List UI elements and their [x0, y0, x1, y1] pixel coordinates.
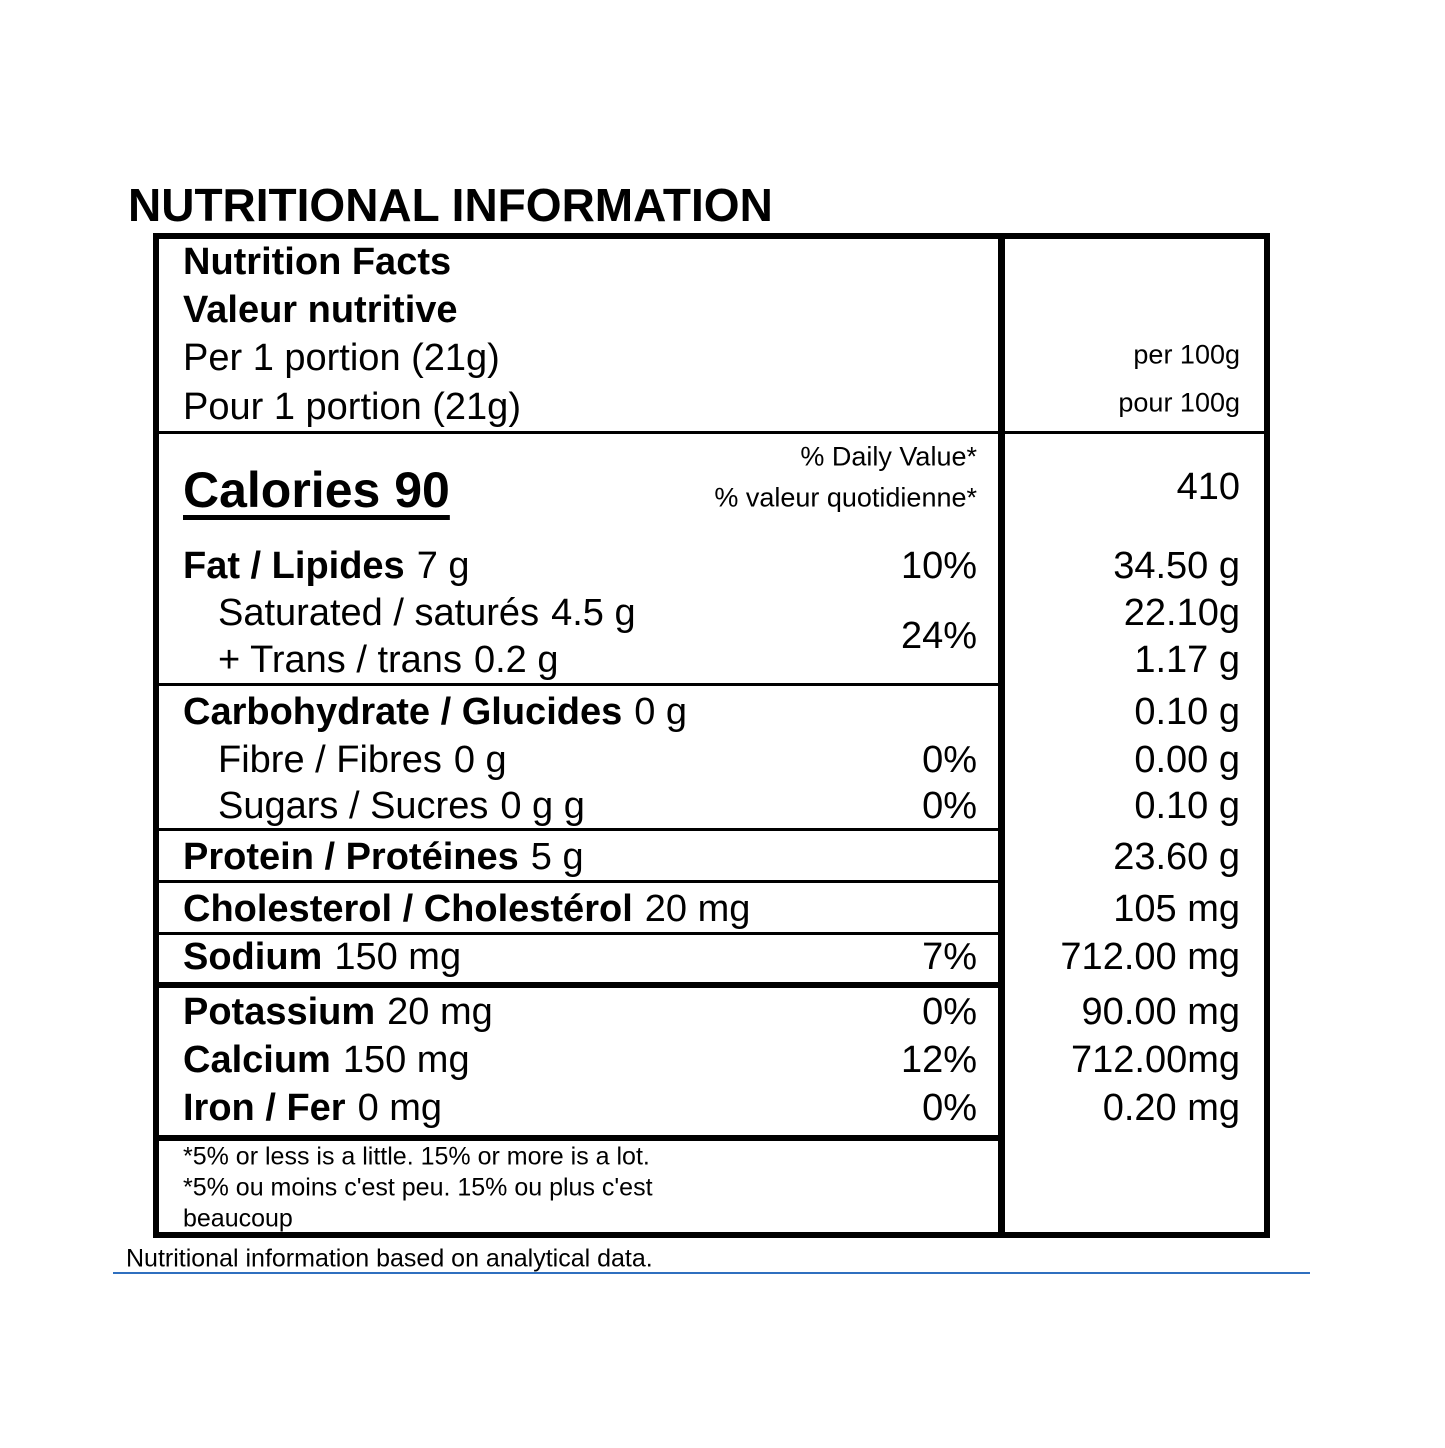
nutrient-name: Fibre / Fibres: [218, 739, 442, 781]
table-border: [153, 233, 1270, 1238]
footnote: *5% ou moins c'est peu. 15% ou plus c'es…: [183, 1173, 653, 1202]
dv: 0%: [922, 739, 977, 781]
nutrient-row: Saturated / saturés 4.5 g: [218, 594, 636, 632]
nutrient-amount: 4.5 g: [551, 592, 636, 634]
per100: 23.60 g: [1113, 836, 1240, 878]
nutrient-name: Protein / Protéines: [183, 836, 519, 878]
dv: 10%: [900, 545, 977, 587]
footnote: *5% or less is a little. 15% or more is …: [183, 1142, 650, 1171]
per100: 22.10g: [1123, 592, 1240, 634]
per100: 0.20 mg: [1102, 1087, 1240, 1129]
nutrient-name: Carbohydrate / Glucides: [183, 691, 623, 733]
calories: Calories 90: [183, 462, 450, 518]
nutrient-row: Fat / Lipides 7 g: [183, 547, 470, 585]
nutrient-row: Iron / Fer 0 mg: [183, 1089, 442, 1127]
nutrient-amount: 7 g: [416, 545, 470, 587]
per100: 1.17 g: [1134, 639, 1240, 681]
per100: 90.00 mg: [1081, 991, 1240, 1033]
per100-header: pour 100g: [1118, 387, 1240, 418]
dv: 24%: [900, 615, 977, 657]
nutrient-name: Potassium: [183, 991, 376, 1033]
nutrient-name: + Trans / trans: [218, 639, 462, 681]
rule: [159, 932, 999, 935]
per100-header: per 100g: [1133, 339, 1240, 370]
header-line: Nutrition Facts: [183, 241, 452, 283]
nutrient-name: Sugars / Sucres: [218, 785, 489, 827]
dv: 0%: [922, 1087, 977, 1129]
nutrient-name: Sodium: [183, 936, 323, 978]
dv: 12%: [900, 1039, 977, 1081]
nutrient-amount: 150 mg: [334, 936, 462, 978]
per100: 0.10 g: [1134, 785, 1240, 827]
rule: [159, 880, 999, 883]
title: NUTRITIONAL INFORMATION: [128, 179, 773, 231]
nutrient-amount: 150 mg: [342, 1039, 470, 1081]
nutrient-name: Cholesterol / Cholestérol: [183, 888, 633, 930]
nutrient-row: Protein / Protéines 5 g: [183, 838, 584, 876]
nutrient-amount: 0 g g: [500, 785, 585, 827]
dv-header: % valeur quotidienne*: [714, 482, 977, 513]
nutrient-amount: 5 g: [530, 836, 584, 878]
header-line: Pour 1 portion (21g): [183, 386, 521, 428]
per100: 34.50 g: [1113, 545, 1240, 587]
rule: [159, 431, 1264, 434]
nutrient-row: Sodium 150 mg: [183, 938, 461, 976]
dv: 0%: [922, 785, 977, 827]
nutrient-name: Saturated / saturés: [218, 592, 540, 634]
rule: [159, 828, 999, 831]
rule: [159, 982, 999, 988]
dv-header: % Daily Value*: [800, 441, 977, 472]
nutrient-row: Cholesterol / Cholestérol 20 mg: [183, 890, 750, 928]
header-line: Per 1 portion (21g): [183, 337, 500, 379]
nutrient-amount: 20 mg: [387, 991, 493, 1033]
nutrient-amount: 0 mg: [357, 1087, 443, 1129]
nutrient-row: + Trans / trans 0.2 g: [218, 641, 558, 679]
per100: 0.10 g: [1134, 691, 1240, 733]
per100: 712.00mg: [1070, 1039, 1240, 1081]
nutrient-amount: 20 mg: [644, 888, 751, 930]
footer: Nutritional information based on analyti…: [126, 1244, 653, 1273]
calories-per100: 410: [1176, 466, 1240, 508]
nutrient-row: Carbohydrate / Glucides 0 g: [183, 693, 687, 731]
per100: 0.00 g: [1134, 739, 1240, 781]
column-divider: [998, 233, 1005, 1238]
nutrient-amount: 0 g: [634, 691, 688, 733]
footnote: beaucoup: [183, 1204, 293, 1233]
rule: [159, 1135, 999, 1141]
nutrient-row: Potassium 20 mg: [183, 993, 493, 1031]
nutrient-name: Iron / Fer: [183, 1087, 346, 1129]
footer-rule: [113, 1272, 1310, 1274]
nutrient-name: Calcium: [183, 1039, 331, 1081]
nutrient-amount: 0.2 g: [473, 639, 559, 681]
nutrient-amount: 0 g: [453, 739, 507, 781]
nutrient-name: Fat / Lipides: [183, 545, 405, 587]
nutrient-row: Sugars / Sucres 0 g g: [218, 787, 585, 825]
dv: 7%: [922, 936, 977, 978]
nutrient-row: Calcium 150 mg: [183, 1041, 470, 1079]
per100: 105 mg: [1113, 888, 1240, 930]
header-line: Valeur nutritive: [183, 289, 458, 331]
per100: 712.00 mg: [1060, 936, 1240, 978]
nutrient-row: Fibre / Fibres 0 g: [218, 741, 507, 779]
dv: 0%: [922, 991, 977, 1033]
rule: [159, 683, 999, 686]
